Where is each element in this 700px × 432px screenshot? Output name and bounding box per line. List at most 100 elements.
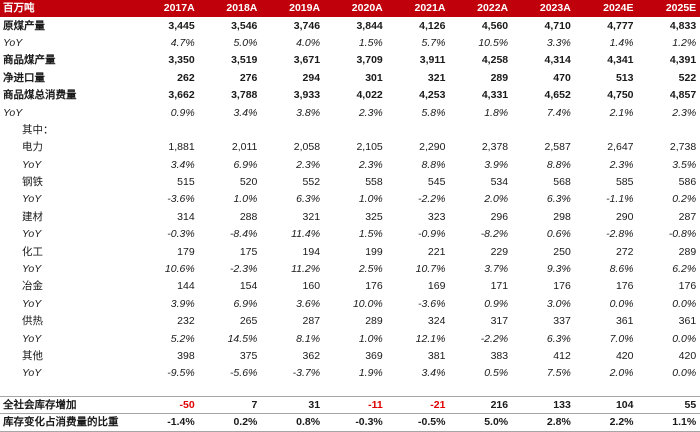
row-label: 库存变化占消费量的比重: [0, 414, 136, 431]
table-cell: 2,290: [387, 139, 450, 156]
table-cell: 14.5%: [199, 330, 262, 347]
table-cell: 288: [199, 209, 262, 226]
table-cell: 3,546: [199, 17, 262, 34]
table-cell: 2,105: [324, 139, 387, 156]
table-cell: 420: [638, 348, 700, 365]
table-cell: 3,445: [136, 17, 199, 34]
table-cell: -0.3%: [324, 414, 387, 431]
table-cell: 2,738: [638, 139, 700, 156]
table-cell: 289: [449, 70, 512, 87]
table-cell: 3,709: [324, 52, 387, 69]
table-cell: 0.9%: [136, 104, 199, 121]
table-cell: 31: [261, 397, 324, 414]
table-cell: -5.6%: [199, 365, 262, 382]
table-cell: -2.8%: [575, 226, 638, 243]
table-cell: 3,788: [199, 87, 262, 104]
table-cell: 1.0%: [199, 191, 262, 208]
table-cell: 250: [512, 243, 575, 260]
table-cell: -21: [387, 397, 450, 414]
table-cell: 276: [199, 70, 262, 87]
spacer-cell: [387, 383, 450, 397]
table-cell: 2.0%: [449, 191, 512, 208]
table-cell: 5.2%: [136, 330, 199, 347]
table-cell: 199: [324, 243, 387, 260]
table-cell: 4,331: [449, 87, 512, 104]
table-cell: 2.3%: [324, 157, 387, 174]
table-cell: 4,391: [638, 52, 700, 69]
table-cell: 381: [387, 348, 450, 365]
table-cell: 296: [449, 209, 512, 226]
row-label: YoY: [0, 226, 136, 243]
table-cell: 558: [324, 174, 387, 191]
table-cell: 7.0%: [575, 330, 638, 347]
row-label: YoY: [0, 296, 136, 313]
table-cell: 1.4%: [575, 35, 638, 52]
table-cell: [387, 122, 450, 139]
table-cell: 2.2%: [575, 414, 638, 431]
table-cell: 420: [575, 348, 638, 365]
table-cell: 298: [512, 209, 575, 226]
table-cell: 55: [638, 397, 700, 414]
table-cell: 4.0%: [261, 35, 324, 52]
table-cell: 470: [512, 70, 575, 87]
table-cell: 11.4%: [261, 226, 324, 243]
table-cell: [136, 122, 199, 139]
table-cell: -0.3%: [136, 226, 199, 243]
year-header: 2018A: [199, 0, 262, 17]
table-cell: 3,911: [387, 52, 450, 69]
table-cell: 10.5%: [449, 35, 512, 52]
table-cell: 2,378: [449, 139, 512, 156]
table-cell: 522: [638, 70, 700, 87]
row-label: YoY: [0, 191, 136, 208]
table-cell: 176: [512, 278, 575, 295]
table-cell: 361: [638, 313, 700, 330]
table-cell: [575, 122, 638, 139]
table-cell: 176: [575, 278, 638, 295]
table-cell: 2.3%: [261, 157, 324, 174]
table-cell: 10.0%: [324, 296, 387, 313]
table-cell: 3,519: [199, 52, 262, 69]
table-cell: -9.5%: [136, 365, 199, 382]
table-cell: 3.8%: [261, 104, 324, 121]
table-cell: 0.2%: [638, 191, 700, 208]
table-cell: 3,350: [136, 52, 199, 69]
table-cell: 6.3%: [261, 191, 324, 208]
table-cell: [449, 122, 512, 139]
table-cell: 4,833: [638, 17, 700, 34]
table-cell: 321: [387, 70, 450, 87]
table-cell: 337: [512, 313, 575, 330]
table-cell: -3.7%: [261, 365, 324, 382]
table-cell: 0.0%: [638, 330, 700, 347]
table-cell: -8.4%: [199, 226, 262, 243]
year-header: 2023A: [512, 0, 575, 17]
table-cell: 4,560: [449, 17, 512, 34]
table-cell: [512, 122, 575, 139]
table-cell: 1.2%: [638, 35, 700, 52]
table-cell: 154: [199, 278, 262, 295]
table-cell: 3,746: [261, 17, 324, 34]
table-cell: 0.5%: [449, 365, 512, 382]
table-cell: -2.2%: [449, 330, 512, 347]
table-cell: 301: [324, 70, 387, 87]
table-cell: 3.0%: [512, 296, 575, 313]
table-cell: 287: [638, 209, 700, 226]
table-cell: 4,652: [512, 87, 575, 104]
spacer-cell: [261, 383, 324, 397]
table-cell: 5.8%: [387, 104, 450, 121]
table-cell: 3,844: [324, 17, 387, 34]
table-cell: 6.3%: [512, 191, 575, 208]
table-cell: 0.0%: [638, 296, 700, 313]
table-cell: 361: [575, 313, 638, 330]
table-cell: 4.7%: [136, 35, 199, 52]
table-cell: 317: [449, 313, 512, 330]
table-cell: 5.0%: [449, 414, 512, 431]
table-cell: 176: [638, 278, 700, 295]
table-cell: 289: [324, 313, 387, 330]
row-label: 钢铁: [0, 174, 136, 191]
table-cell: 7: [199, 397, 262, 414]
